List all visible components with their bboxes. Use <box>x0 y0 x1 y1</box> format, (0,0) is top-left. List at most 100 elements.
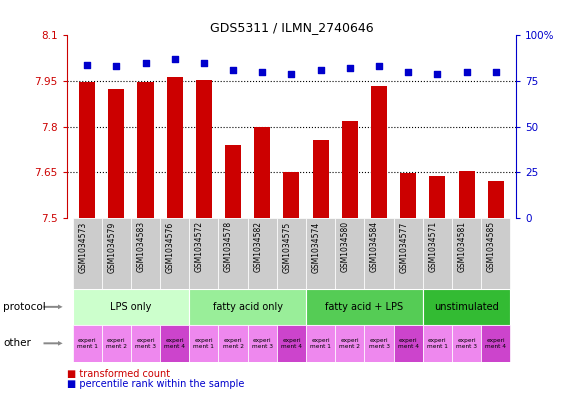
Point <box>141 60 150 66</box>
Bar <box>284 171 299 218</box>
Bar <box>131 218 160 288</box>
Bar <box>108 88 124 218</box>
Point <box>229 67 238 73</box>
Text: experi
ment 3: experi ment 3 <box>368 338 390 349</box>
Bar <box>423 288 510 325</box>
Bar <box>481 325 510 362</box>
Text: GSM1034585: GSM1034585 <box>487 221 496 272</box>
Bar <box>335 218 364 288</box>
Text: experi
ment 4: experi ment 4 <box>281 338 302 349</box>
Text: experi
ment 4: experi ment 4 <box>398 338 419 349</box>
Bar <box>79 83 95 218</box>
Bar <box>72 218 102 288</box>
Text: experi
ment 2: experi ment 2 <box>223 338 244 349</box>
Point <box>491 69 501 75</box>
Bar <box>423 218 452 288</box>
Bar <box>72 325 102 362</box>
Bar <box>219 325 248 362</box>
Bar <box>277 325 306 362</box>
Bar <box>313 140 329 218</box>
Text: experi
ment 4: experi ment 4 <box>485 338 506 349</box>
Text: GSM1034583: GSM1034583 <box>136 221 146 272</box>
Point <box>345 65 354 72</box>
Bar <box>189 288 306 325</box>
Point <box>82 61 92 68</box>
Point <box>374 63 383 70</box>
Text: protocol: protocol <box>3 302 46 312</box>
Title: GDS5311 / ILMN_2740646: GDS5311 / ILMN_2740646 <box>209 21 374 34</box>
Text: experi
ment 3: experi ment 3 <box>135 338 156 349</box>
Bar <box>254 127 270 218</box>
Text: GSM1034582: GSM1034582 <box>253 221 262 272</box>
Bar <box>131 325 160 362</box>
Bar <box>342 121 358 218</box>
Bar <box>248 218 277 288</box>
Bar <box>488 181 504 218</box>
Bar <box>306 218 335 288</box>
Bar <box>371 86 387 218</box>
Text: GSM1034584: GSM1034584 <box>370 221 379 272</box>
Bar <box>72 288 189 325</box>
Text: experi
ment 4: experi ment 4 <box>164 338 185 349</box>
Text: fatty acid + LPS: fatty acid + LPS <box>325 302 404 312</box>
Bar <box>225 145 241 218</box>
Bar <box>400 173 416 218</box>
Bar <box>102 325 131 362</box>
Bar <box>189 218 219 288</box>
Bar <box>423 325 452 362</box>
Bar <box>248 325 277 362</box>
Text: GSM1034571: GSM1034571 <box>429 221 437 272</box>
Bar <box>364 325 394 362</box>
Text: experi
ment 3: experi ment 3 <box>252 338 273 349</box>
Bar <box>394 218 423 288</box>
Bar <box>160 218 189 288</box>
Text: experi
ment 1: experi ment 1 <box>194 338 215 349</box>
Point <box>287 70 296 77</box>
Bar <box>306 288 423 325</box>
Text: GSM1034579: GSM1034579 <box>107 221 117 272</box>
Bar <box>364 218 394 288</box>
Text: experi
ment 1: experi ment 1 <box>310 338 331 349</box>
Bar <box>452 325 481 362</box>
Text: experi
ment 1: experi ment 1 <box>77 338 97 349</box>
Bar <box>196 80 212 218</box>
Text: experi
ment 2: experi ment 2 <box>106 338 127 349</box>
Text: LPS only: LPS only <box>110 302 151 312</box>
Text: GSM1034581: GSM1034581 <box>458 221 466 272</box>
Point <box>170 56 179 62</box>
Bar <box>277 218 306 288</box>
Bar <box>335 325 364 362</box>
Text: GSM1034576: GSM1034576 <box>166 221 175 272</box>
Point <box>433 70 442 77</box>
Text: GSM1034574: GSM1034574 <box>311 221 321 272</box>
Point <box>200 60 209 66</box>
Point <box>404 69 413 75</box>
Bar <box>306 325 335 362</box>
Bar <box>219 218 248 288</box>
Point <box>112 63 121 70</box>
Bar <box>481 218 510 288</box>
Bar <box>394 325 423 362</box>
Bar <box>137 83 154 218</box>
Text: GSM1034577: GSM1034577 <box>399 221 408 272</box>
Bar <box>160 325 189 362</box>
Text: experi
ment 1: experi ment 1 <box>427 338 448 349</box>
Bar <box>452 218 481 288</box>
Text: ■ percentile rank within the sample: ■ percentile rank within the sample <box>67 379 244 389</box>
Text: ■ transformed count: ■ transformed count <box>67 369 170 379</box>
Text: GSM1034573: GSM1034573 <box>78 221 87 272</box>
Text: GSM1034575: GSM1034575 <box>282 221 292 272</box>
Point <box>258 69 267 75</box>
Bar <box>166 77 183 218</box>
Text: other: other <box>3 338 31 348</box>
Text: GSM1034572: GSM1034572 <box>195 221 204 272</box>
Point <box>316 67 325 73</box>
Text: GSM1034578: GSM1034578 <box>224 221 233 272</box>
Point <box>462 69 471 75</box>
Bar <box>102 218 131 288</box>
Text: fatty acid only: fatty acid only <box>213 302 282 312</box>
Bar <box>459 171 474 218</box>
Text: experi
ment 3: experi ment 3 <box>456 338 477 349</box>
Bar <box>189 325 219 362</box>
Text: unstimulated: unstimulated <box>434 302 499 312</box>
